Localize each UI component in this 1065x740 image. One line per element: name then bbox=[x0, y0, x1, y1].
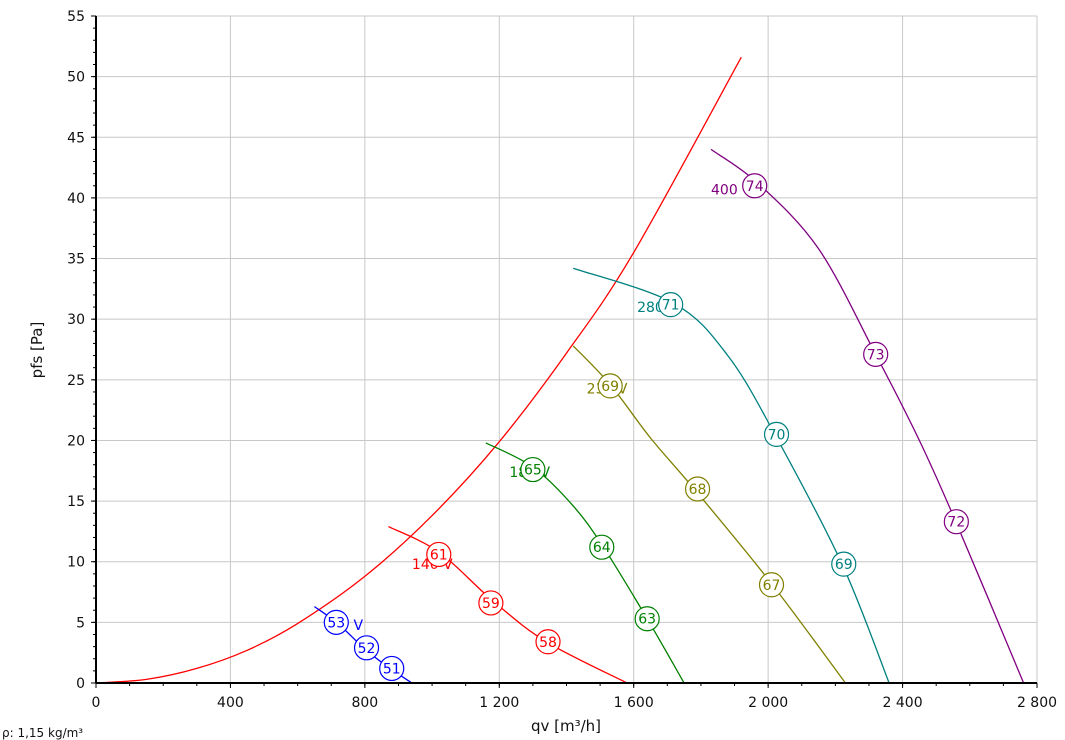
sound-level-marker: 64 bbox=[589, 534, 615, 560]
y-tick-label: 55 bbox=[67, 9, 85, 25]
x-tick-label: 400 bbox=[217, 695, 244, 711]
y-tick-label: 40 bbox=[67, 191, 85, 207]
x-tick-label: 1 200 bbox=[479, 695, 519, 711]
system-curve bbox=[95, 56, 742, 684]
y-tick-label: 45 bbox=[67, 130, 85, 146]
x-axis-label: qv [m³/h] bbox=[531, 717, 601, 735]
sound-level-marker: 65 bbox=[520, 456, 546, 483]
marker-circle bbox=[535, 629, 561, 655]
marker-label: 51 bbox=[383, 661, 401, 677]
marker-circle bbox=[426, 541, 452, 568]
grid bbox=[96, 15, 1038, 683]
marker-label: 58 bbox=[539, 635, 557, 651]
marker-label: 63 bbox=[638, 612, 656, 628]
marker-label: 73 bbox=[867, 347, 885, 363]
x-tick-label: 0 bbox=[92, 695, 101, 711]
marker-circle bbox=[684, 476, 711, 502]
sound-level-marker: 63 bbox=[634, 606, 660, 632]
marker-label: 69 bbox=[835, 557, 853, 573]
markers: 53 52 51 61 59 58 65 64 63 69 68 67 71 70 69 74 73 72 bbox=[323, 173, 969, 682]
sound-level-marker: 51 bbox=[379, 655, 405, 682]
axes bbox=[95, 16, 1037, 684]
marker-circle bbox=[742, 173, 768, 199]
sound-level-marker: 73 bbox=[863, 341, 889, 367]
y-tick-label: 30 bbox=[67, 312, 85, 328]
x-tick-label: 2 800 bbox=[1017, 695, 1057, 711]
sound-level-marker: 69 bbox=[831, 551, 857, 577]
sound-level-marker: 58 bbox=[535, 629, 561, 655]
series-label-400-v: 400 V bbox=[711, 182, 752, 198]
sound-level-marker: 68 bbox=[684, 476, 711, 502]
sound-level-marker: 69 bbox=[597, 373, 623, 399]
y-tick-label: 5 bbox=[76, 615, 85, 631]
x-tick-label: 2 000 bbox=[748, 695, 788, 711]
y-tick-label: 35 bbox=[67, 252, 85, 268]
ticks: 0 400 800 1 200 1 600 2 000 2 400 2 800 0 5 10 15 20… bbox=[67, 9, 1057, 711]
x-tick-label: 2 400 bbox=[883, 695, 923, 711]
marker-circle bbox=[763, 421, 790, 447]
marker-label: 59 bbox=[482, 596, 500, 612]
sound-level-marker: 52 bbox=[353, 635, 380, 661]
fan-curve-400-v bbox=[710, 148, 1025, 684]
marker-label: 53 bbox=[327, 615, 345, 631]
marker-circle bbox=[863, 341, 889, 367]
density-footnote: ρ: 1,15 kg/m³ bbox=[2, 726, 83, 740]
sound-level-marker: 53 bbox=[323, 609, 349, 635]
sound-level-marker: 59 bbox=[478, 590, 504, 616]
marker-circle bbox=[520, 456, 546, 483]
marker-label: 71 bbox=[662, 298, 680, 314]
marker-label: 64 bbox=[593, 540, 611, 556]
marker-circle bbox=[323, 609, 349, 635]
marker-circle bbox=[353, 635, 380, 661]
marker-circle bbox=[478, 590, 504, 616]
marker-label: 65 bbox=[524, 463, 542, 479]
y-tick-label: 20 bbox=[67, 433, 85, 449]
fan-curve-280-v bbox=[572, 267, 890, 684]
marker-circle bbox=[379, 655, 405, 682]
sound-level-marker: 74 bbox=[742, 173, 768, 199]
y-tick-label: 10 bbox=[67, 555, 85, 571]
marker-label: 72 bbox=[947, 515, 965, 531]
y-tick-label: 25 bbox=[67, 373, 85, 389]
marker-circle bbox=[589, 534, 615, 560]
marker-circle bbox=[831, 551, 857, 577]
marker-circle bbox=[758, 572, 785, 598]
x-tick-label: 1 600 bbox=[614, 695, 654, 711]
marker-label: 67 bbox=[763, 578, 781, 594]
marker-circle bbox=[943, 509, 969, 535]
marker-circle bbox=[658, 292, 684, 318]
sound-level-marker: 70 bbox=[763, 421, 790, 447]
x-tick-label: 800 bbox=[351, 695, 378, 711]
marker-label: 61 bbox=[430, 547, 448, 563]
y-tick-label: 15 bbox=[67, 494, 85, 510]
sound-level-marker: 61 bbox=[426, 541, 452, 568]
sound-level-marker: 72 bbox=[943, 509, 969, 535]
y-axis-label: pfs [Pa] bbox=[28, 322, 46, 379]
y-tick-label: 50 bbox=[67, 70, 85, 86]
sound-level-marker: 67 bbox=[758, 572, 785, 598]
marker-label: 68 bbox=[689, 482, 707, 498]
marker-circle bbox=[634, 606, 660, 632]
y-tick-label: 0 bbox=[76, 676, 85, 692]
marker-circle bbox=[597, 373, 623, 399]
marker-label: 52 bbox=[358, 641, 376, 657]
marker-label: 74 bbox=[746, 179, 764, 195]
marker-label: 69 bbox=[601, 379, 619, 395]
sound-level-marker: 71 bbox=[658, 292, 684, 318]
marker-label: 70 bbox=[768, 427, 786, 443]
curves bbox=[95, 56, 1025, 684]
